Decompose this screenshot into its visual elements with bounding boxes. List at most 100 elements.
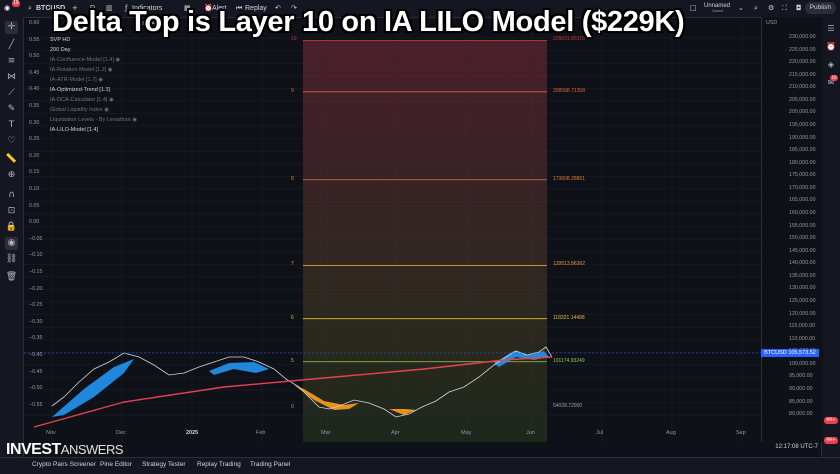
layers-icon[interactable]: ◈ [827,60,835,69]
video-headline: Delta Top is Layer 10 on IA LILO Model (… [52,6,685,38]
oscillator-axis-label: 0.25 [29,136,40,143]
bottom-tab[interactable]: Trading Panel [250,461,291,468]
price-axis-label: 215,000.00 [789,71,816,78]
price-axis-label: 110,000.00 [789,335,816,342]
notifications-badge: 10 [830,75,838,81]
alerts-clock-icon[interactable]: ⏰ [826,42,836,51]
pattern-icon[interactable]: ⋈ [7,72,16,82]
trash-icon[interactable]: 🗑 [5,272,18,282]
oscillator-axis-label: −0.25 [29,302,43,309]
bottom-tab[interactable]: Pine Editor [100,461,132,468]
session-time[interactable]: 12:17:08 UTC-7 [775,444,818,450]
oscillator-axis-label: −0.50 [29,385,43,392]
oscillator-axis: 0.60 0.55 0.50 0.45 0.40 0.35 0.30 0.25 0.20 0.15… [24,17,48,427]
price-axis-label: 145,000.00 [789,247,816,254]
link-icon[interactable]: ⛓ [5,254,18,264]
lock-drawings-icon[interactable]: ⊡ [7,206,16,216]
time-axis-label: Mar [321,430,331,436]
price-axis-label: 155,000.00 [789,222,816,229]
legend-item: IA-Optimized-Trend [1.3] [50,87,111,93]
layout-grid-icon[interactable]: ▦ [184,4,191,12]
oscillator-axis-label: 0.00 [29,219,40,226]
bottom-tab[interactable]: Replay Trading [197,461,241,468]
lock-icon[interactable]: 🔒 [5,222,18,232]
redo-icon[interactable]: ↷ [291,4,297,12]
symbol-search[interactable]: BTCUSD [36,5,66,12]
user-avatar-icon[interactable]: ◉ [4,4,11,12]
price-tag-symbol: BTCUSD [764,350,787,356]
camera-icon[interactable]: ◘ [796,4,802,12]
ma-200-line [33,356,553,428]
oscillator-axis-label: −0.35 [29,335,43,342]
time-axis-label: Jun [526,430,535,436]
interval-selector[interactable]: D [90,5,96,12]
eye-icon[interactable]: ◉ [102,107,109,113]
layout-name[interactable]: Unnamed [704,3,731,9]
oscillator-axis-label: 0.20 [29,152,40,159]
search-icon[interactable]: ⌕ [754,4,758,12]
price-axis[interactable]: USD 230,000.00 225,000.00 220,000.00 215,00… [761,17,823,442]
fib-icon[interactable]: ≡ [7,56,16,66]
eye-icon[interactable]: ◉ [130,117,138,123]
indicators-icon[interactable]: ƒ [125,4,128,12]
crosshair-icon[interactable]: ✛ [5,21,18,34]
price-axis-label: 220,000.00 [789,59,816,66]
price-axis-label: 130,000.00 [789,285,816,292]
time-axis-label: May [461,430,472,436]
brush-icon[interactable]: ✎ [7,104,16,114]
eye-icon[interactable]: ◉ [96,77,103,83]
text-icon[interactable]: T [8,120,15,130]
alert-button[interactable]: Alert [212,5,227,12]
magnet-icon[interactable]: ∩ [8,190,15,200]
search-icon[interactable]: ⌕ [28,4,32,12]
replay-icon[interactable]: ⏮ [236,4,243,12]
chevron-down-icon[interactable]: ⌄ [738,4,744,12]
trend-ribbon-up [209,362,269,375]
forecast-icon[interactable]: ⟋ [8,88,15,98]
top-toolbar: ◉ 19 ⌕ BTCUSD + D ▥ ƒ Indicators ▦ ⏰ Ale… [0,0,840,18]
lilo-level-lines [303,40,547,363]
price-chart[interactable] [24,17,761,442]
trend-ribbon-up [494,351,549,367]
price-axis-label: 80,000.00 [789,411,813,418]
oscillator-axis-label: 0.10 [29,186,40,192]
price-tag-value: 105,573.52 [788,350,816,356]
price-axis-label: 85,000.00 [789,398,813,405]
replay-button[interactable]: Replay [245,5,267,12]
bottom-tab[interactable]: Strategy Tester [142,461,186,468]
bottom-tab[interactable]: Crypto Pairs Screener [32,461,96,468]
legend-item: IA-Rotation Model [1.2] ◉ [50,67,113,73]
heart-icon[interactable]: ♡ [7,136,16,146]
eye-icon[interactable]: ◉ [107,97,114,103]
right-sidebar: ☰ ⏰ ◈ ✉ 10 99+ 99+ [821,17,840,457]
oscillator-axis-label: 0.30 [29,119,40,126]
time-axis-label: Dec [116,430,126,436]
trend-line-icon[interactable]: ╱ [8,40,15,50]
eye-icon[interactable]: ◉ [106,67,113,73]
time-axis-label: 2025 [186,430,199,436]
candle-style-icon[interactable]: ▥ [106,4,113,12]
time-axis-label: Jul [596,430,604,436]
undo-icon[interactable]: ↶ [275,4,281,12]
oscillator-axis-label: 0.60 [29,20,40,26]
publish-button[interactable]: Publish [804,2,836,14]
price-axis-label: 165,000.00 [789,197,816,204]
watchlist-icon[interactable]: ☰ [827,24,835,33]
indicators-button[interactable]: Indicators [132,5,163,12]
eye-icon[interactable]: ◉ [5,237,18,250]
price-axis-label: 200,000.00 [789,109,816,116]
notifications-icon[interactable]: ✉ [827,78,835,87]
layout-icon[interactable]: □ [690,4,697,12]
settings-gear-icon[interactable]: ⚙ [768,4,775,12]
add-symbol-icon[interactable]: + [72,4,78,12]
lilo-layer-number: 9 [291,87,294,94]
drawing-toolbar: ✛ ╱ ≡ ⋈ ⟋ ✎ T ♡ 📏 ⊕ ∩ ⊡ 🔒 ◉ ⛓ 🗑 [0,17,24,457]
eye-icon[interactable]: ◉ [113,57,121,63]
price-axis-label: 175,000.00 [789,172,816,179]
ruler-icon[interactable]: 📏 [5,154,18,164]
alert-clock-icon[interactable]: ⏰ [204,4,213,12]
fullscreen-icon[interactable]: ⛶ [782,4,787,12]
price-axis-label: 140,000.00 [789,260,816,267]
zoom-in-icon[interactable]: ⊕ [7,170,16,180]
logo-light-text: ANSWERS [60,442,124,457]
